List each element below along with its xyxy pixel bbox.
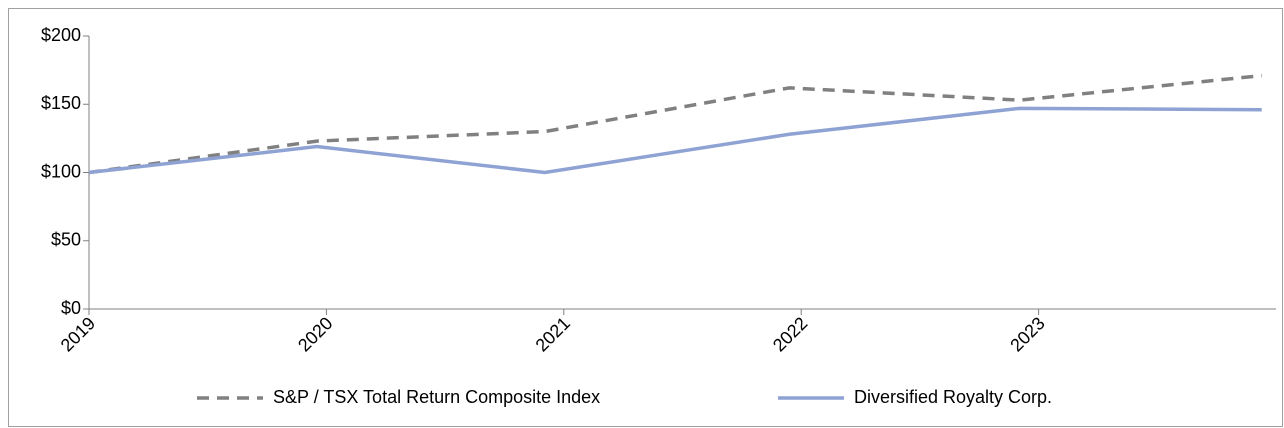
y-tick-label: $0 xyxy=(61,298,81,318)
chart-border xyxy=(8,8,1283,427)
x-tick-label: 2023 xyxy=(1006,313,1048,355)
series-line xyxy=(88,106,1262,175)
y-tick-label: $150 xyxy=(41,93,81,113)
legend-label: S&P / TSX Total Return Composite Index xyxy=(273,387,600,407)
x-tick-label: 2019 xyxy=(57,313,99,355)
y-tick-label: $200 xyxy=(41,25,81,45)
series-line xyxy=(88,73,1262,175)
x-tick-label: 2021 xyxy=(532,313,574,355)
legend-label: Diversified Royalty Corp. xyxy=(854,387,1052,407)
y-tick-label: $50 xyxy=(51,230,81,250)
x-tick-label: 2020 xyxy=(294,313,336,355)
x-tick-label: 2022 xyxy=(769,313,811,355)
y-tick-label: $100 xyxy=(41,161,81,181)
